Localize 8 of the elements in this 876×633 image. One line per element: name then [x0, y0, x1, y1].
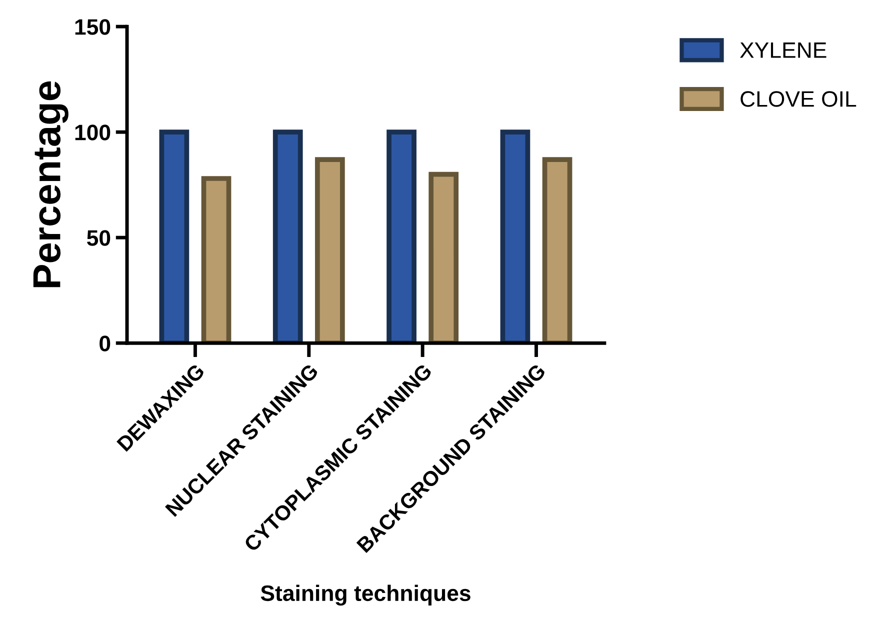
y-axis-title: Percentage — [33, 81, 68, 288]
y-tick-label: 150 — [75, 19, 110, 35]
y-tick-label: 50 — [87, 230, 110, 246]
legend-label: CLOVE OIL — [740, 91, 856, 107]
y-tick-label: 100 — [75, 124, 110, 140]
legend-label: XYLENE — [740, 42, 826, 58]
y-tick-label: 0 — [100, 336, 110, 352]
x-axis-title: Staining techniques — [260, 584, 470, 606]
